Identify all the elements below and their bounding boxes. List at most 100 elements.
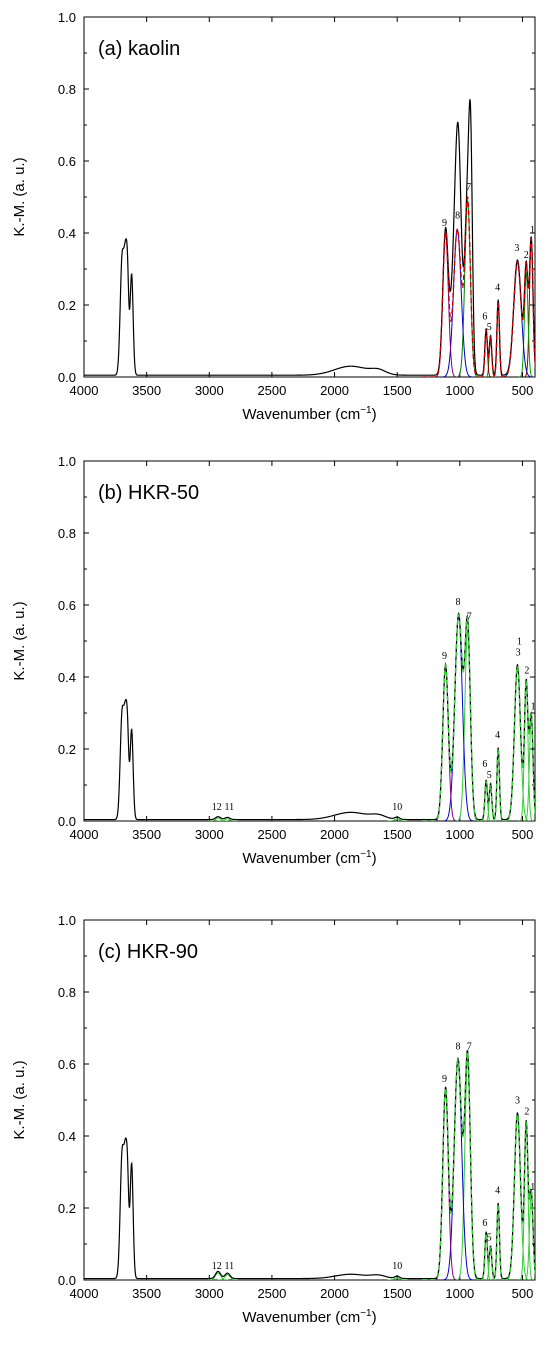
y-tick-label: 1.0 bbox=[58, 913, 76, 928]
x-axis-label-end: ) bbox=[372, 850, 377, 867]
peak-label: 2 bbox=[524, 250, 529, 261]
peak-label: 8 bbox=[455, 1042, 460, 1053]
fitted-component-8 bbox=[442, 1059, 474, 1280]
fitted-component-7 bbox=[456, 628, 479, 821]
x-tick-label: 3000 bbox=[195, 827, 224, 842]
x-axis-label-main: Wavenumber (cm bbox=[242, 1309, 360, 1326]
x-tick-label: 3500 bbox=[132, 1286, 161, 1301]
x-axis-label: Wavenumber (cm−1) bbox=[242, 405, 376, 423]
fitted-component-7 bbox=[456, 199, 479, 377]
peak-label: 3 bbox=[514, 243, 519, 254]
peak-label: 4 bbox=[495, 1186, 500, 1197]
y-tick-label: 0.8 bbox=[58, 82, 76, 97]
x-axis-label-main: Wavenumber (cm bbox=[242, 850, 360, 867]
y-tick-label: 0.2 bbox=[58, 742, 76, 757]
y-tick-label: 0.6 bbox=[58, 598, 76, 613]
cumulative-fit bbox=[422, 1051, 535, 1280]
plot-frame bbox=[83, 460, 536, 822]
plot-frame bbox=[83, 919, 536, 1281]
x-tick-label: 3500 bbox=[132, 827, 161, 842]
peak-label: 5 bbox=[487, 1232, 492, 1243]
peak-label: 6 bbox=[482, 1218, 487, 1229]
peak-label: 4 bbox=[495, 730, 500, 741]
fitted-component-12 bbox=[208, 1272, 229, 1280]
peak-label: 9 bbox=[442, 651, 447, 662]
x-axis-label-superscript: −1 bbox=[360, 849, 372, 860]
x-tick-label: 2000 bbox=[320, 383, 349, 398]
x-tick-label: 2500 bbox=[257, 1286, 286, 1301]
peak-label: 1 bbox=[517, 637, 522, 648]
peak-label: 12 bbox=[212, 1261, 222, 1272]
y-tick-label: 0.0 bbox=[58, 370, 76, 385]
y-tick-label: 1.0 bbox=[58, 454, 76, 469]
fitted-component-10 bbox=[387, 818, 408, 821]
peak-label: 1 bbox=[530, 225, 535, 236]
fitted-component-2 bbox=[519, 272, 534, 377]
x-axis-label-superscript: −1 bbox=[360, 1308, 372, 1319]
peak-label: 8 bbox=[455, 211, 460, 222]
y-tick-label: 0.0 bbox=[58, 1273, 76, 1288]
y-tick-label: 0.6 bbox=[58, 154, 76, 169]
y-tick-label: 0.0 bbox=[58, 814, 76, 829]
peak-label: 7 bbox=[466, 182, 471, 193]
peak-label: 9 bbox=[442, 218, 447, 229]
fitted-component-4 bbox=[493, 1204, 504, 1280]
x-axis-label-end: ) bbox=[372, 1309, 377, 1326]
x-tick-label: 4000 bbox=[70, 1286, 99, 1301]
peak-label: 6 bbox=[482, 759, 487, 770]
cumulative-fit bbox=[422, 195, 535, 377]
x-tick-label: 3500 bbox=[132, 383, 161, 398]
peak-label: 5 bbox=[487, 770, 492, 781]
x-tick-label: 3000 bbox=[195, 1286, 224, 1301]
peak-label: 5 bbox=[487, 322, 492, 333]
peak-label: 10 bbox=[392, 802, 402, 813]
y-tick-label: 0.2 bbox=[58, 298, 76, 313]
x-axis-label-end: ) bbox=[372, 406, 377, 423]
x-tick-label: 1500 bbox=[383, 383, 412, 398]
fitted-component-1 bbox=[524, 1191, 535, 1280]
x-tick-label: 2500 bbox=[257, 383, 286, 398]
x-tick-label: 500 bbox=[512, 383, 534, 398]
fitted-component-4 bbox=[493, 301, 504, 377]
fitted-component-12 bbox=[208, 817, 229, 821]
x-axis-label-superscript: −1 bbox=[360, 405, 372, 416]
peak-label: 2 bbox=[524, 1106, 529, 1117]
y-tick-label: 0.4 bbox=[58, 670, 76, 685]
peak-label: 2 bbox=[524, 665, 529, 676]
fitted-component-10 bbox=[387, 1277, 408, 1280]
fitted-component-11 bbox=[217, 818, 238, 821]
y-axis-label: K.-M. (a. u.) bbox=[11, 601, 28, 680]
panel-title: (a) kaolin bbox=[98, 38, 180, 60]
measured-spectrum bbox=[84, 1050, 535, 1280]
peak-label: 8 bbox=[455, 597, 460, 608]
panel-title: (b) HKR-50 bbox=[98, 482, 199, 504]
y-tick-label: 0.4 bbox=[58, 1129, 76, 1144]
plot-area bbox=[84, 611, 535, 821]
cumulative-fit bbox=[422, 613, 535, 821]
x-axis-label: Wavenumber (cm−1) bbox=[242, 1308, 376, 1326]
y-tick-label: 0.2 bbox=[58, 1201, 76, 1216]
x-axis-label-main: Wavenumber (cm bbox=[242, 406, 360, 423]
fitted-component-11 bbox=[217, 1274, 238, 1280]
peak-label: 12 bbox=[212, 802, 222, 813]
x-axis-label: Wavenumber (cm−1) bbox=[242, 849, 376, 867]
peak-label: 3 bbox=[515, 1096, 520, 1107]
peak-label: 7 bbox=[467, 611, 472, 622]
x-tick-label: 1000 bbox=[445, 827, 474, 842]
x-tick-label: 500 bbox=[512, 827, 534, 842]
peak-label: 1 bbox=[531, 701, 536, 712]
plot-area bbox=[84, 99, 535, 377]
y-tick-label: 0.6 bbox=[58, 1057, 76, 1072]
fitted-component-1 bbox=[524, 716, 535, 821]
y-tick-label: 0.8 bbox=[58, 985, 76, 1000]
y-axis-label: K.-M. (a. u.) bbox=[11, 157, 28, 236]
y-axis-label: K.-M. (a. u.) bbox=[11, 1060, 28, 1139]
y-tick-label: 0.8 bbox=[58, 526, 76, 541]
x-tick-label: 4000 bbox=[70, 827, 99, 842]
plot-area bbox=[84, 1050, 535, 1280]
panel-title: (c) HKR-90 bbox=[98, 941, 198, 963]
peak-label: 9 bbox=[442, 1074, 447, 1085]
